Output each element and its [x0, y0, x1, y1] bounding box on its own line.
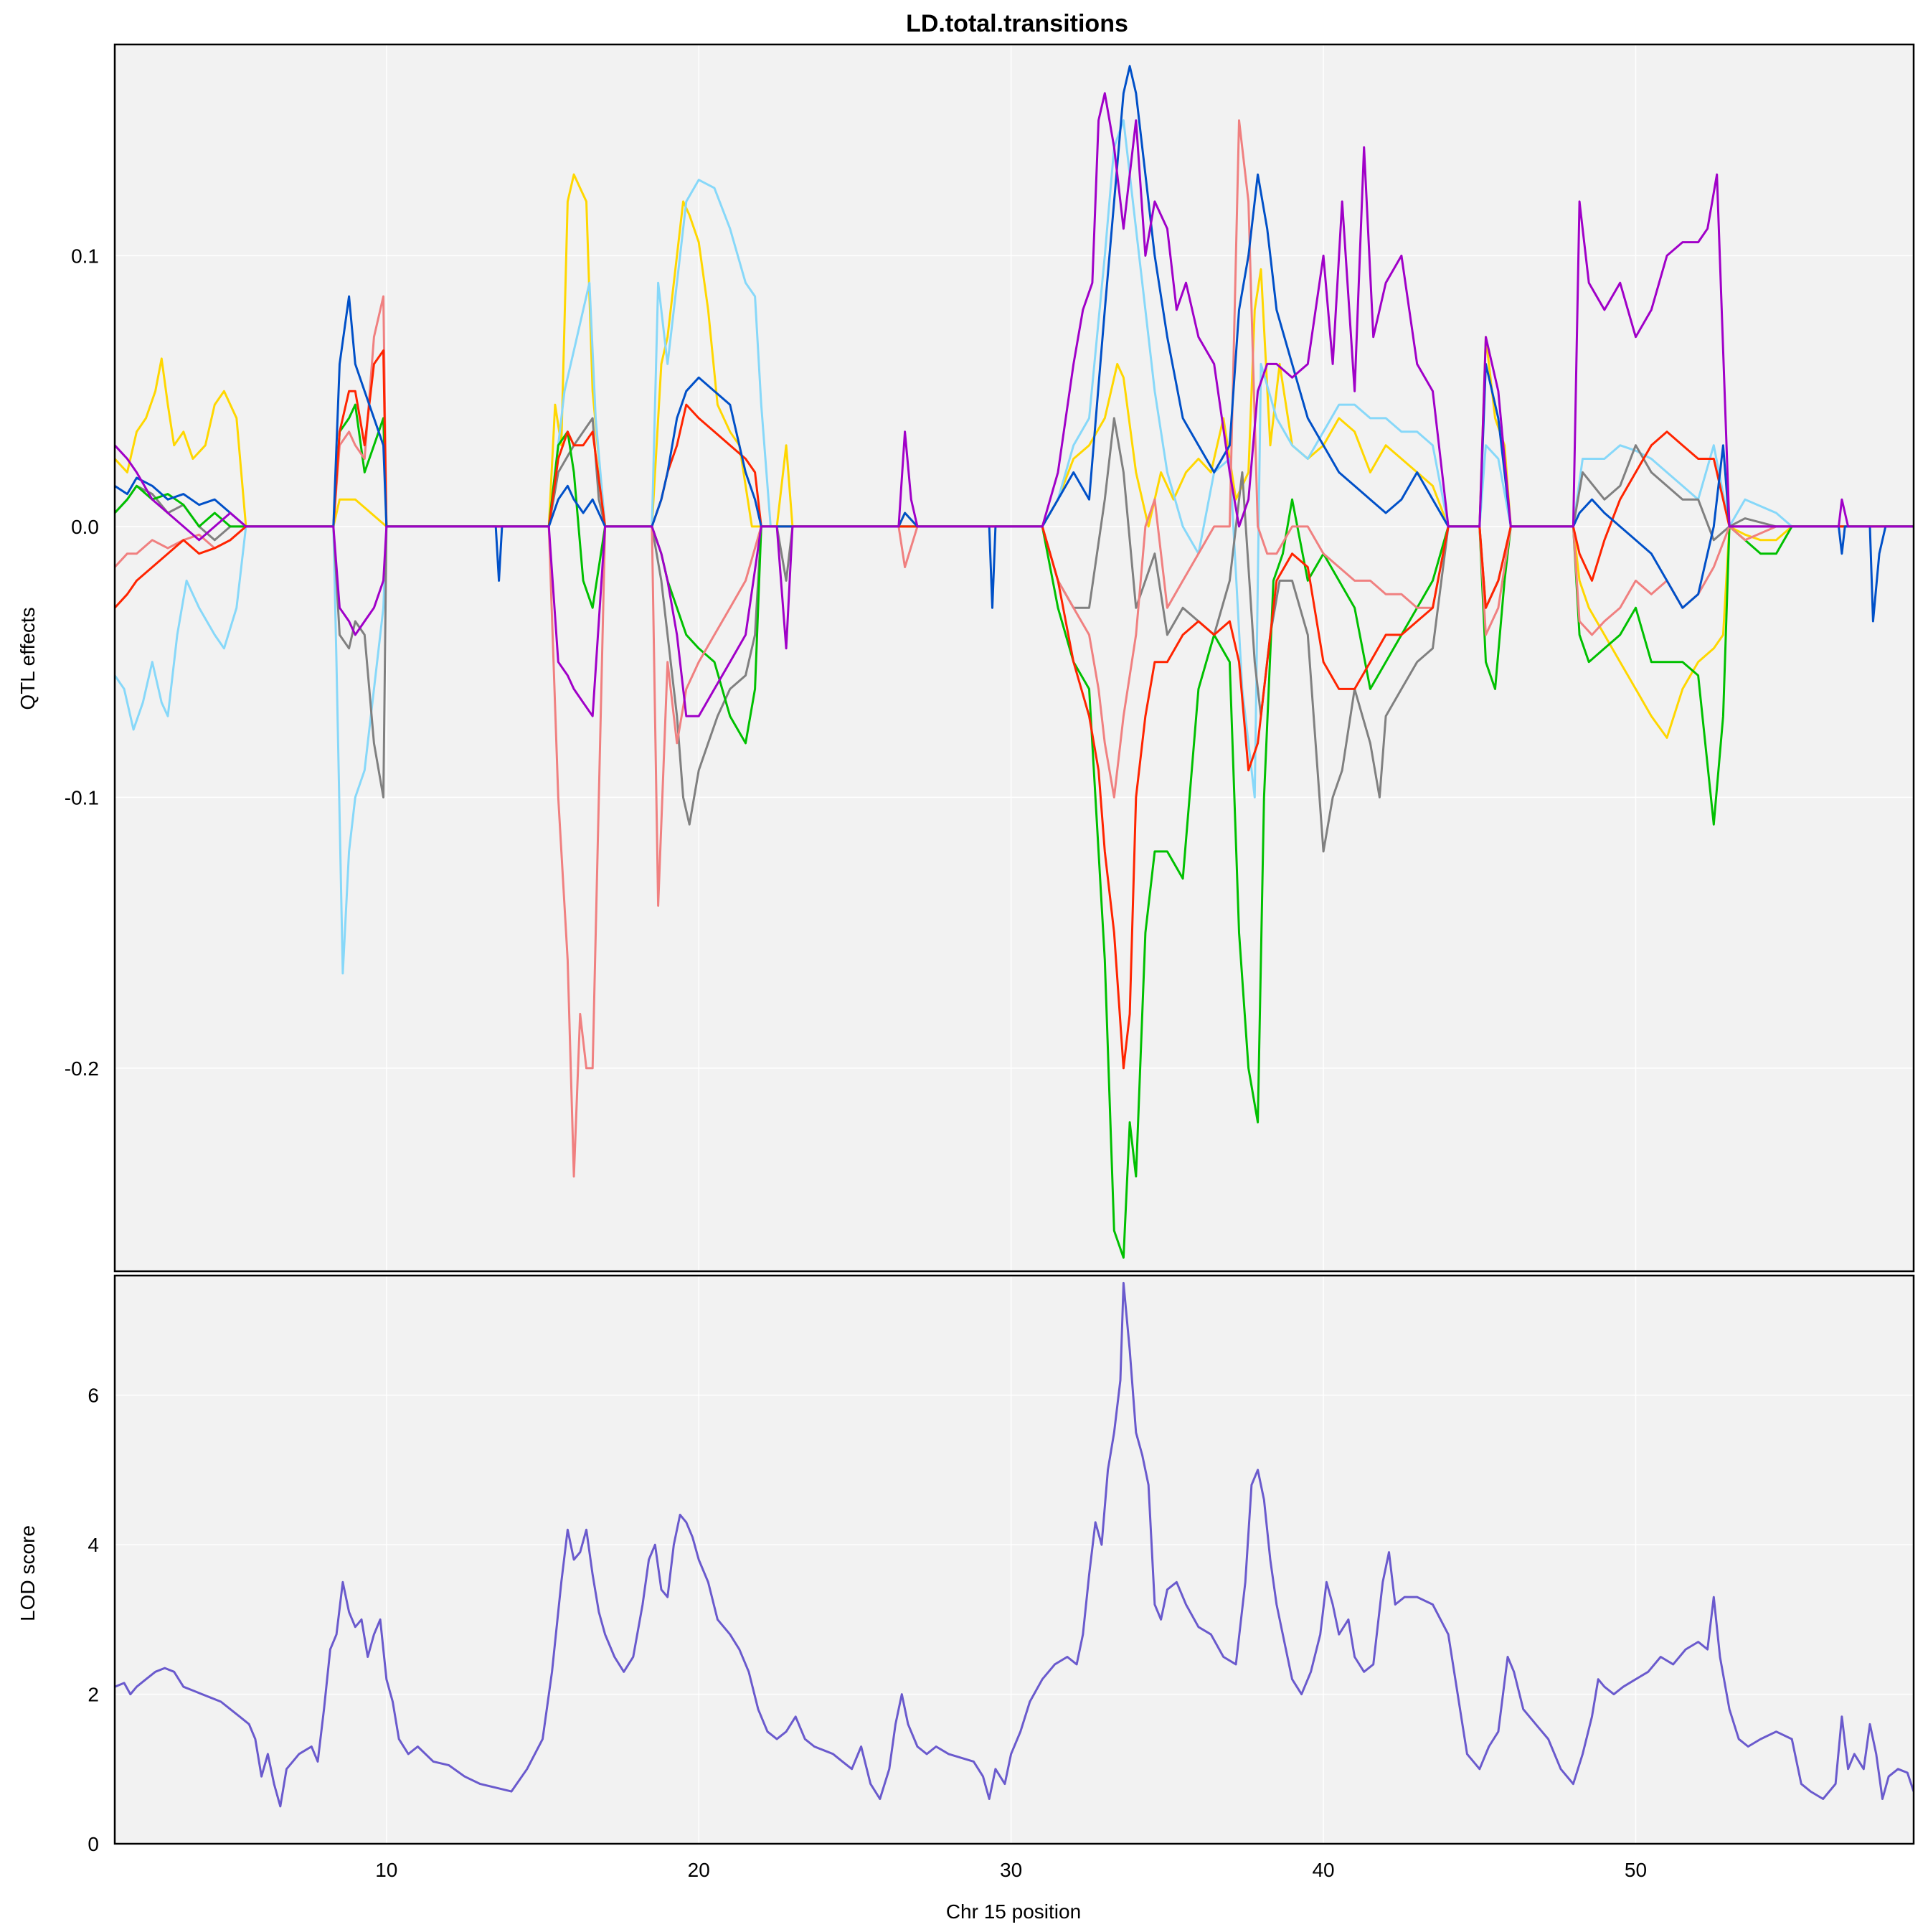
x-tick-label: 50 — [1625, 1859, 1647, 1881]
x-tick-label: 30 — [1000, 1859, 1022, 1881]
series-line — [115, 349, 1914, 1070]
lod-panel: 0 2 4 6 10 20 30 40 50 — [88, 1274, 1915, 1881]
lod-y-axis-label: LOD score — [16, 1525, 39, 1621]
y-tick-label: -0.1 — [65, 786, 99, 809]
series-group — [115, 1281, 1914, 1808]
x-tick-label: 20 — [688, 1859, 710, 1881]
y-tick-label: 0.0 — [71, 516, 99, 538]
series-line — [115, 403, 1914, 1259]
series-line — [115, 1281, 1914, 1808]
series-group — [115, 65, 1914, 1259]
series-line — [115, 119, 1914, 975]
effects-panel: -0.2 -0.1 0.0 0.1 — [65, 43, 1915, 1273]
y-tick-label: 0 — [88, 1833, 99, 1855]
x-tick-label: 10 — [375, 1859, 397, 1881]
plot-background — [115, 44, 1914, 1271]
y-tick-label: 6 — [88, 1385, 99, 1407]
chart-title: LD.total.transitions — [906, 10, 1128, 37]
plot-frame — [113, 43, 1915, 1273]
series-line — [115, 65, 1914, 623]
plot-background — [115, 1276, 1914, 1844]
effects-y-axis-label: QTL effects — [16, 607, 39, 710]
y-tick-label: 4 — [88, 1534, 99, 1556]
x-axis-label: Chr 15 position — [946, 1900, 1081, 1923]
y-tick-label: 2 — [88, 1684, 99, 1706]
y-tick-label: -0.2 — [65, 1057, 99, 1080]
x-tick-label: 40 — [1312, 1859, 1334, 1881]
series-line — [115, 92, 1914, 717]
plot-frame — [113, 1274, 1915, 1845]
y-tick-label: 0.1 — [71, 245, 99, 267]
